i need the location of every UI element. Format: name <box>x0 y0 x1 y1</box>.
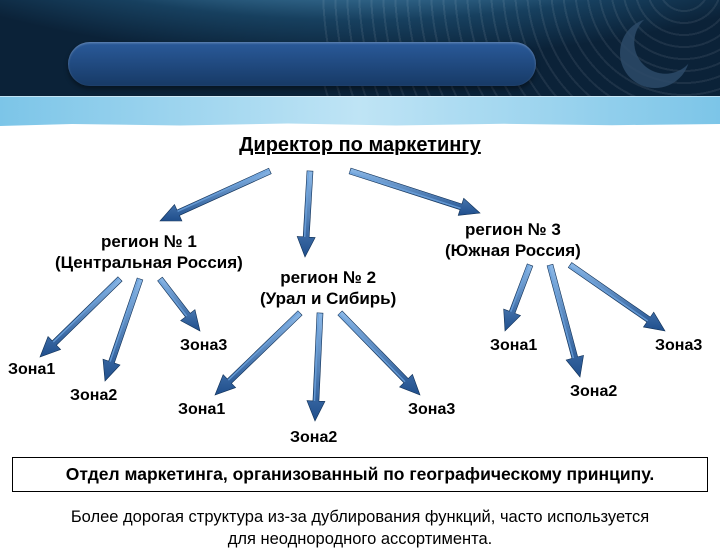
region-2: регион № 2 (Урал и Сибирь) <box>260 267 396 310</box>
subtext: Более дорогая структура из-за дублирован… <box>60 506 660 551</box>
zone-g1-3: Зона3 <box>180 337 227 355</box>
title-pill <box>68 42 536 86</box>
zone-g1-2: Зона2 <box>70 387 117 405</box>
zone-g2-3: Зона3 <box>408 401 455 419</box>
region-3-line1: регион № 3 <box>465 220 561 239</box>
conclusion-box: Отдел маркетинга, организованный по геог… <box>12 457 708 492</box>
region-1-line1: регион № 1 <box>101 232 197 251</box>
org-diagram: регион № 1 (Центральная Россия) регион №… <box>0 161 720 451</box>
zone-g3-3: Зона3 <box>655 337 702 355</box>
page-title: Директор по маркетингу <box>0 134 720 157</box>
zone-g3-2: Зона2 <box>570 383 617 401</box>
region-1-line2: (Центральная Россия) <box>55 253 243 272</box>
region-3-line2: (Южная Россия) <box>445 241 581 260</box>
region-2-line1: регион № 2 <box>280 268 376 287</box>
content-area: Директор по маркетингу регион № 1 (Центр… <box>0 120 720 551</box>
zone-g3-1: Зона1 <box>490 337 537 355</box>
zone-g2-1: Зона1 <box>178 401 225 419</box>
zone-g1-1: Зона1 <box>8 361 55 379</box>
region-3: регион № 3 (Южная Россия) <box>445 219 581 262</box>
region-2-line2: (Урал и Сибирь) <box>260 289 396 308</box>
zone-g2-2: Зона2 <box>290 429 337 447</box>
region-1: регион № 1 (Центральная Россия) <box>55 231 243 274</box>
crescent-icon <box>620 18 690 88</box>
header-banner <box>0 0 720 120</box>
